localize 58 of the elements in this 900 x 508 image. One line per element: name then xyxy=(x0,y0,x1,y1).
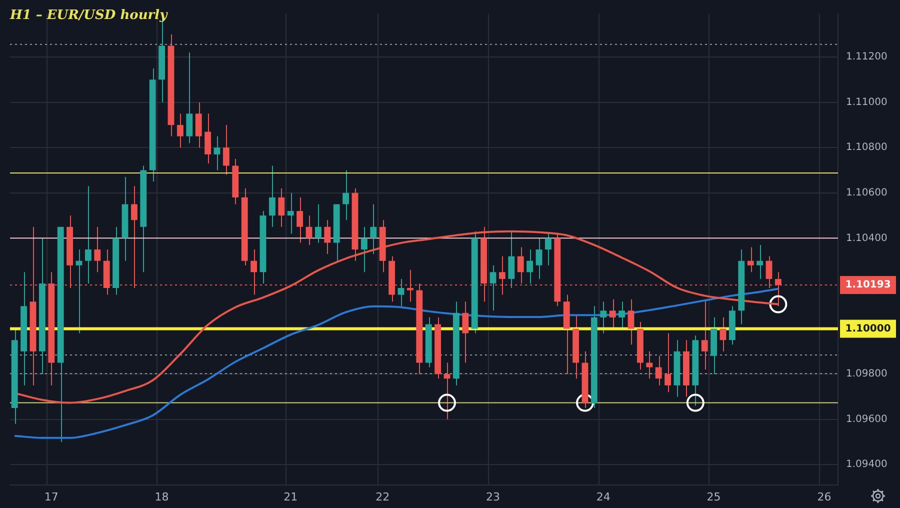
y-tick-label: 1.11200 xyxy=(846,52,888,63)
candlestick xyxy=(222,124,230,176)
ref-line-label: 1.10193 xyxy=(845,280,891,291)
candlestick xyxy=(701,298,708,370)
candlestick xyxy=(306,215,312,246)
y-tick-label: 1.10400 xyxy=(846,232,888,244)
candlestick xyxy=(204,113,212,164)
chart-title: H1 – EUR/USD hourly xyxy=(10,8,168,23)
candlestick xyxy=(214,136,220,171)
y-tick-label: 1.09800 xyxy=(846,368,888,380)
candlestick xyxy=(664,332,672,393)
candlestick xyxy=(296,196,304,244)
candlestick xyxy=(747,246,754,273)
x-tick-label: 18 xyxy=(154,490,169,504)
ref-line-label: 1.10000 xyxy=(845,323,891,334)
candlestick xyxy=(186,52,193,144)
candlestick xyxy=(84,186,92,284)
candlestick xyxy=(268,165,276,228)
x-tick-label: 17 xyxy=(44,490,58,504)
candlestick xyxy=(195,102,202,148)
y-tick-label: 1.09600 xyxy=(846,414,888,425)
candlestick xyxy=(609,298,616,330)
candlestick xyxy=(628,298,634,346)
candlestick xyxy=(360,226,368,273)
candlestick xyxy=(342,170,350,221)
x-tick-label: 21 xyxy=(284,490,298,504)
candlestick xyxy=(398,278,404,307)
candlestick xyxy=(490,264,496,312)
candlestick xyxy=(324,220,331,255)
candlestick xyxy=(526,249,534,284)
candlestick xyxy=(287,192,294,234)
candlestick xyxy=(720,316,726,352)
x-tick-label: 23 xyxy=(486,490,500,504)
candlestick xyxy=(508,230,515,288)
candlestick xyxy=(536,238,542,280)
candlestick xyxy=(370,204,377,255)
candlestick xyxy=(655,355,662,386)
candlestick xyxy=(444,362,450,420)
x-tick-label: 22 xyxy=(376,490,390,504)
candlestick xyxy=(278,188,285,228)
candlestick xyxy=(94,226,101,273)
candlestick xyxy=(176,113,184,148)
candlestick xyxy=(646,350,653,380)
y-tick-label: 1.10800 xyxy=(846,142,888,154)
line-series xyxy=(14,288,780,439)
x-tick-label: 26 xyxy=(817,490,832,504)
y-tick-label: 1.10600 xyxy=(846,187,888,198)
candlestick xyxy=(462,301,469,364)
x-tick-label: 24 xyxy=(596,490,610,504)
y-tick-label: 1.11000 xyxy=(846,96,888,108)
candlestick xyxy=(544,233,552,266)
candlestick xyxy=(756,244,764,280)
y-tick-label: 1.09400 xyxy=(846,459,888,470)
candlestick xyxy=(618,301,626,330)
candlestick xyxy=(76,249,82,334)
candlestick xyxy=(600,301,607,334)
candlestick xyxy=(314,204,322,244)
x-tick-label: 25 xyxy=(706,490,721,504)
